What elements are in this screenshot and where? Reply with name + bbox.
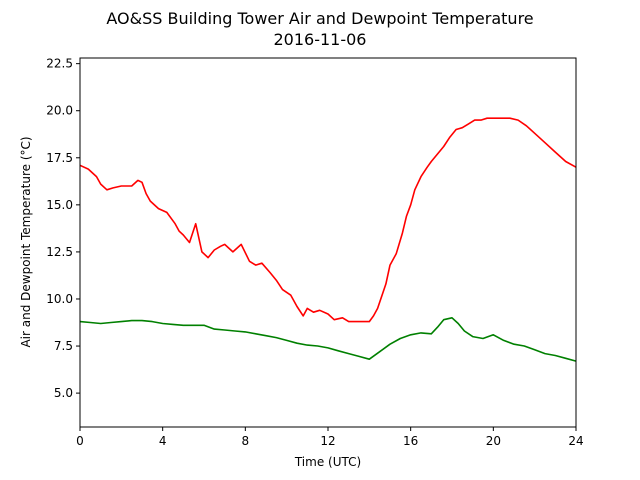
y-tick-label: 17.5	[46, 151, 73, 165]
y-tick-label: 15.0	[46, 198, 73, 212]
y-tick-label: 20.0	[46, 104, 73, 118]
x-axis-label: Time (UTC)	[294, 455, 361, 469]
x-tick-label: 12	[320, 434, 335, 448]
x-tick-label: 4	[159, 434, 167, 448]
x-axis: 0 4 8 12 16 20 24	[76, 427, 584, 448]
y-tick-label: 5.0	[54, 386, 73, 400]
chart-title: AO&SS Building Tower Air and Dewpoint Te…	[106, 9, 533, 28]
x-tick-label: 24	[568, 434, 583, 448]
y-tick-label: 7.5	[54, 339, 73, 353]
series-layer	[79, 117, 577, 362]
x-tick-label: 0	[76, 434, 84, 448]
y-axis: 5.0 7.5 10.0 12.5 15.0 17.5 20.0 22.5	[46, 57, 80, 400]
y-tick-label: 22.5	[46, 57, 73, 71]
x-tick-label: 20	[486, 434, 501, 448]
y-tick-label: 12.5	[46, 245, 73, 259]
series-line-0	[79, 117, 577, 323]
series-line-1	[79, 317, 577, 362]
x-tick-label: 8	[242, 434, 250, 448]
y-tick-label: 10.0	[46, 292, 73, 306]
chart-subtitle: 2016-11-06	[274, 30, 367, 49]
y-axis-label: Air and Dewpoint Temperature (°C)	[19, 136, 33, 347]
x-tick-label: 16	[403, 434, 418, 448]
